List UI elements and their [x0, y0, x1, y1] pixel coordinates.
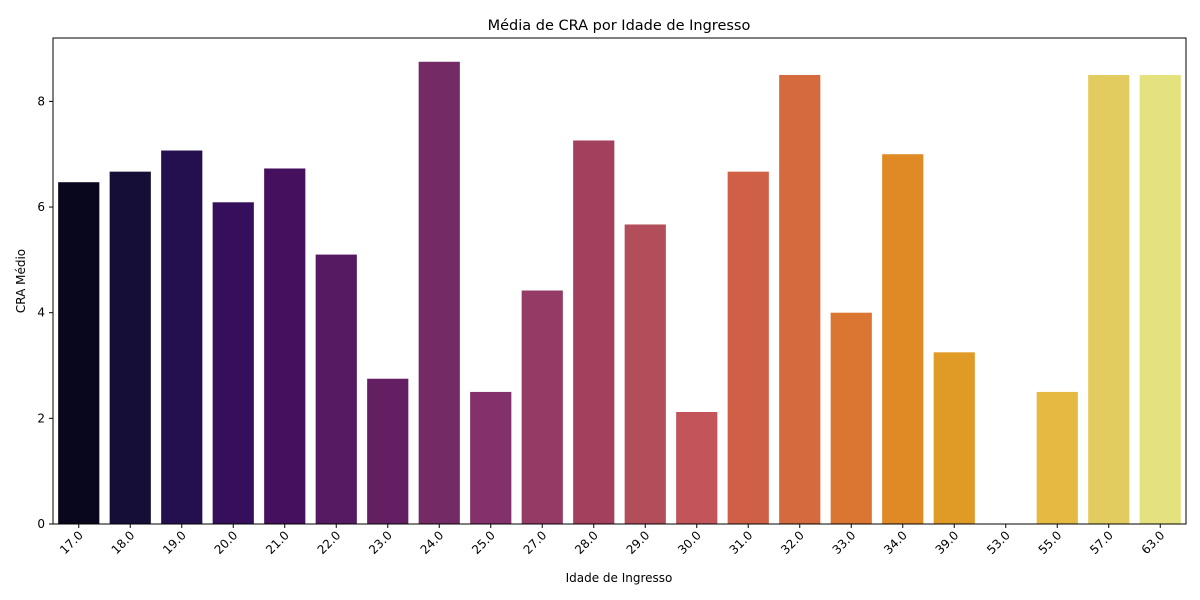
bar-18.0	[109, 171, 151, 524]
x-tick-label: 57.0	[1087, 528, 1116, 557]
x-tick-label: 31.0	[727, 528, 756, 557]
bar-33.0	[830, 312, 872, 524]
bar-55.0	[1036, 391, 1078, 524]
x-tick-label: 53.0	[984, 528, 1013, 557]
bar-39.0	[933, 352, 975, 524]
plot-frame	[52, 37, 1187, 525]
x-tick-label: 23.0	[366, 528, 395, 557]
x-tick-label: 30.0	[675, 528, 704, 557]
y-tick-label: 0	[37, 517, 45, 531]
x-tick-label: 17.0	[57, 528, 86, 557]
bar-31.0	[727, 171, 769, 524]
bar-28.0	[573, 140, 615, 524]
bar-63.0	[1139, 74, 1181, 524]
bar-32.0	[779, 74, 821, 524]
x-tick-label: 29.0	[624, 528, 653, 557]
bar-57.0	[1088, 74, 1130, 524]
x-tick-label: 22.0	[315, 528, 344, 557]
chart-title: Média de CRA por Idade de Ingresso	[488, 18, 751, 34]
bar-34.0	[882, 154, 924, 524]
y-tick-label: 8	[37, 94, 45, 108]
bar-23.0	[367, 378, 409, 524]
y-tick-label: 6	[37, 200, 45, 214]
bar-21.0	[264, 168, 306, 524]
y-tick-label: 2	[37, 411, 45, 425]
bar-25.0	[470, 391, 512, 524]
bar-19.0	[161, 150, 203, 524]
x-tick-label: 63.0	[1139, 528, 1168, 557]
bars-group	[58, 61, 1181, 525]
y-axis-title: CRA Médio	[14, 249, 28, 313]
x-tick-label: 24.0	[418, 528, 447, 557]
x-tick-label: 20.0	[212, 528, 241, 557]
x-tick-label: 25.0	[469, 528, 498, 557]
x-tick-label: 55.0	[1036, 528, 1065, 557]
bar-27.0	[521, 290, 563, 524]
x-axis: 17.0 18.0 19.0 20.0 21.0 22.0 23.0 24.0 25.0 27.0…	[57, 524, 1167, 557]
x-tick-label: 34.0	[881, 528, 910, 557]
x-axis-title: Idade de Ingresso	[566, 571, 673, 585]
y-axis: 0 2 4 6 8	[37, 94, 53, 531]
bar-29.0	[624, 224, 666, 525]
bar-30.0	[676, 412, 718, 524]
x-tick-label: 19.0	[160, 528, 189, 557]
x-tick-label: 27.0	[521, 528, 550, 557]
x-tick-label: 32.0	[778, 528, 807, 557]
x-tick-label: 33.0	[830, 528, 859, 557]
x-tick-label: 18.0	[109, 528, 138, 557]
x-tick-label: 28.0	[572, 528, 601, 557]
x-tick-label: 21.0	[263, 528, 292, 557]
y-tick-label: 4	[37, 306, 45, 320]
bar-17.0	[58, 182, 100, 524]
x-tick-label: 39.0	[933, 528, 962, 557]
bar-24.0	[418, 61, 460, 525]
bar-22.0	[315, 254, 357, 524]
bar-20.0	[212, 202, 254, 524]
